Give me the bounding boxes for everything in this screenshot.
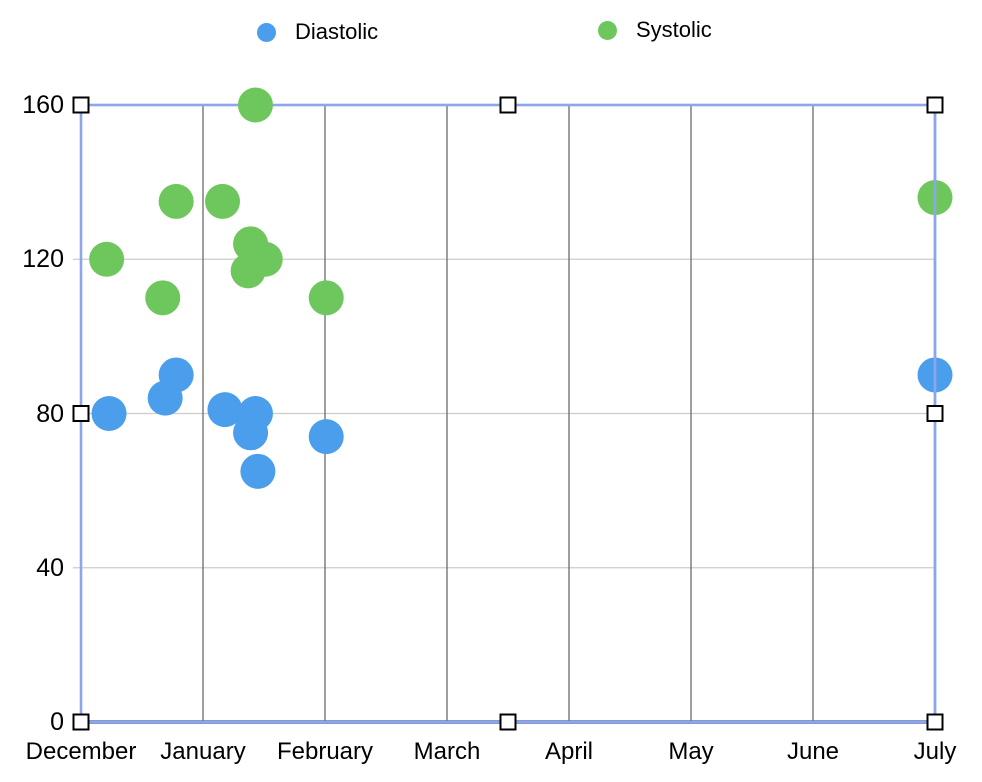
point-systolic[interactable] [233, 226, 269, 262]
legend-label-systolic: Systolic [636, 17, 712, 42]
point-systolic[interactable] [158, 183, 194, 219]
point-diastolic[interactable] [207, 392, 243, 428]
selection-handle-top-left[interactable] [72, 96, 90, 114]
legend-dot-systolic-icon [598, 20, 617, 40]
point-diastolic[interactable] [237, 396, 273, 431]
selection-handle-bottom-center[interactable] [499, 713, 517, 731]
selection-handle-top-center[interactable] [499, 96, 517, 114]
point-systolic[interactable] [308, 280, 344, 316]
legend-dot-diastolic-icon [257, 22, 276, 42]
legend-item-diastolic[interactable]: Diastolic [257, 19, 378, 45]
selection-handle-bottom-left[interactable] [72, 713, 90, 731]
legend-item-systolic[interactable]: Systolic [598, 17, 712, 43]
point-diastolic[interactable] [240, 453, 276, 489]
point-diastolic[interactable] [91, 396, 127, 431]
selection-handle-bottom-right[interactable] [926, 713, 944, 731]
point-diastolic[interactable] [308, 419, 344, 455]
legend-label-diastolic: Diastolic [295, 19, 379, 44]
selection-handle-top-right[interactable] [926, 96, 944, 114]
point-systolic[interactable] [205, 183, 241, 219]
selection-handle-middle-right[interactable] [926, 405, 944, 422]
selection-handle-middle-left[interactable] [72, 405, 90, 422]
point-systolic[interactable] [237, 87, 273, 123]
point-systolic[interactable] [145, 280, 181, 316]
point-diastolic[interactable] [158, 357, 194, 393]
point-systolic[interactable] [89, 241, 125, 277]
